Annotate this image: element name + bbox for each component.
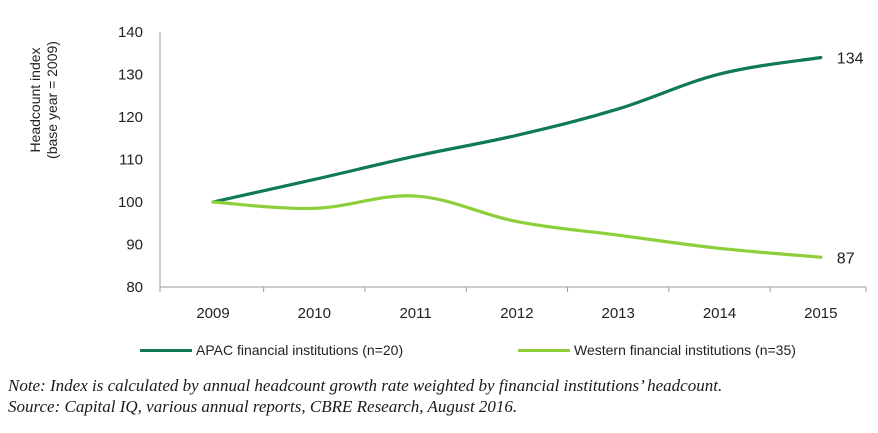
legend: APAC financial institutions (n=20) Weste…	[0, 342, 878, 366]
y-tick-label: 140	[118, 24, 143, 41]
y-tick-label: 130	[118, 67, 143, 84]
y-tick-label: 110	[119, 152, 143, 169]
y-axis-title-line2: (base year = 2009)	[44, 41, 60, 159]
y-axis-title: Headcount index (base year = 2009)	[27, 41, 60, 159]
legend-item-western: Western financial institutions (n=35)	[518, 342, 796, 358]
x-tick-label: 2014	[703, 305, 736, 322]
legend-label-western: Western financial institutions (n=35)	[574, 342, 796, 358]
x-tick-label: 2011	[399, 305, 431, 322]
y-axis-title-line1: Headcount index	[27, 47, 43, 152]
y-axis-ticks: 80 90 100 110 120 130 140	[118, 24, 143, 296]
legend-item-apac: APAC financial institutions (n=20)	[140, 342, 403, 358]
line-chart: Headcount index (base year = 2009) 80 90 1…	[27, 24, 867, 322]
x-tick-label: 2009	[196, 305, 229, 322]
y-tick-label: 100	[118, 194, 143, 211]
x-axis-ticks: 2009 2010 2011 2012 2013 2014 2015	[159, 287, 867, 322]
series-lines: 134 87	[211, 51, 864, 267]
legend-swatch-apac	[140, 348, 192, 352]
series-line-apac	[211, 55, 823, 204]
y-tick-label: 90	[126, 237, 143, 254]
x-tick-label: 2010	[298, 305, 331, 322]
series-line-western	[211, 194, 823, 259]
source-text: Source: Capital IQ, various annual repor…	[8, 397, 518, 416]
x-tick-label: 2015	[804, 305, 837, 322]
x-tick-label: 2012	[500, 305, 533, 322]
end-value-label: 134	[837, 51, 864, 68]
y-tick-label: 80	[126, 279, 143, 296]
chart-notes: Note: Index is calculated by annual head…	[8, 375, 873, 417]
y-tick-label: 120	[118, 109, 143, 126]
note-text: Note: Index is calculated by annual head…	[8, 376, 723, 395]
end-value-label: 87	[837, 250, 855, 267]
legend-label-apac: APAC financial institutions (n=20)	[196, 342, 404, 358]
x-tick-label: 2013	[602, 305, 635, 322]
legend-swatch-western	[518, 348, 570, 352]
